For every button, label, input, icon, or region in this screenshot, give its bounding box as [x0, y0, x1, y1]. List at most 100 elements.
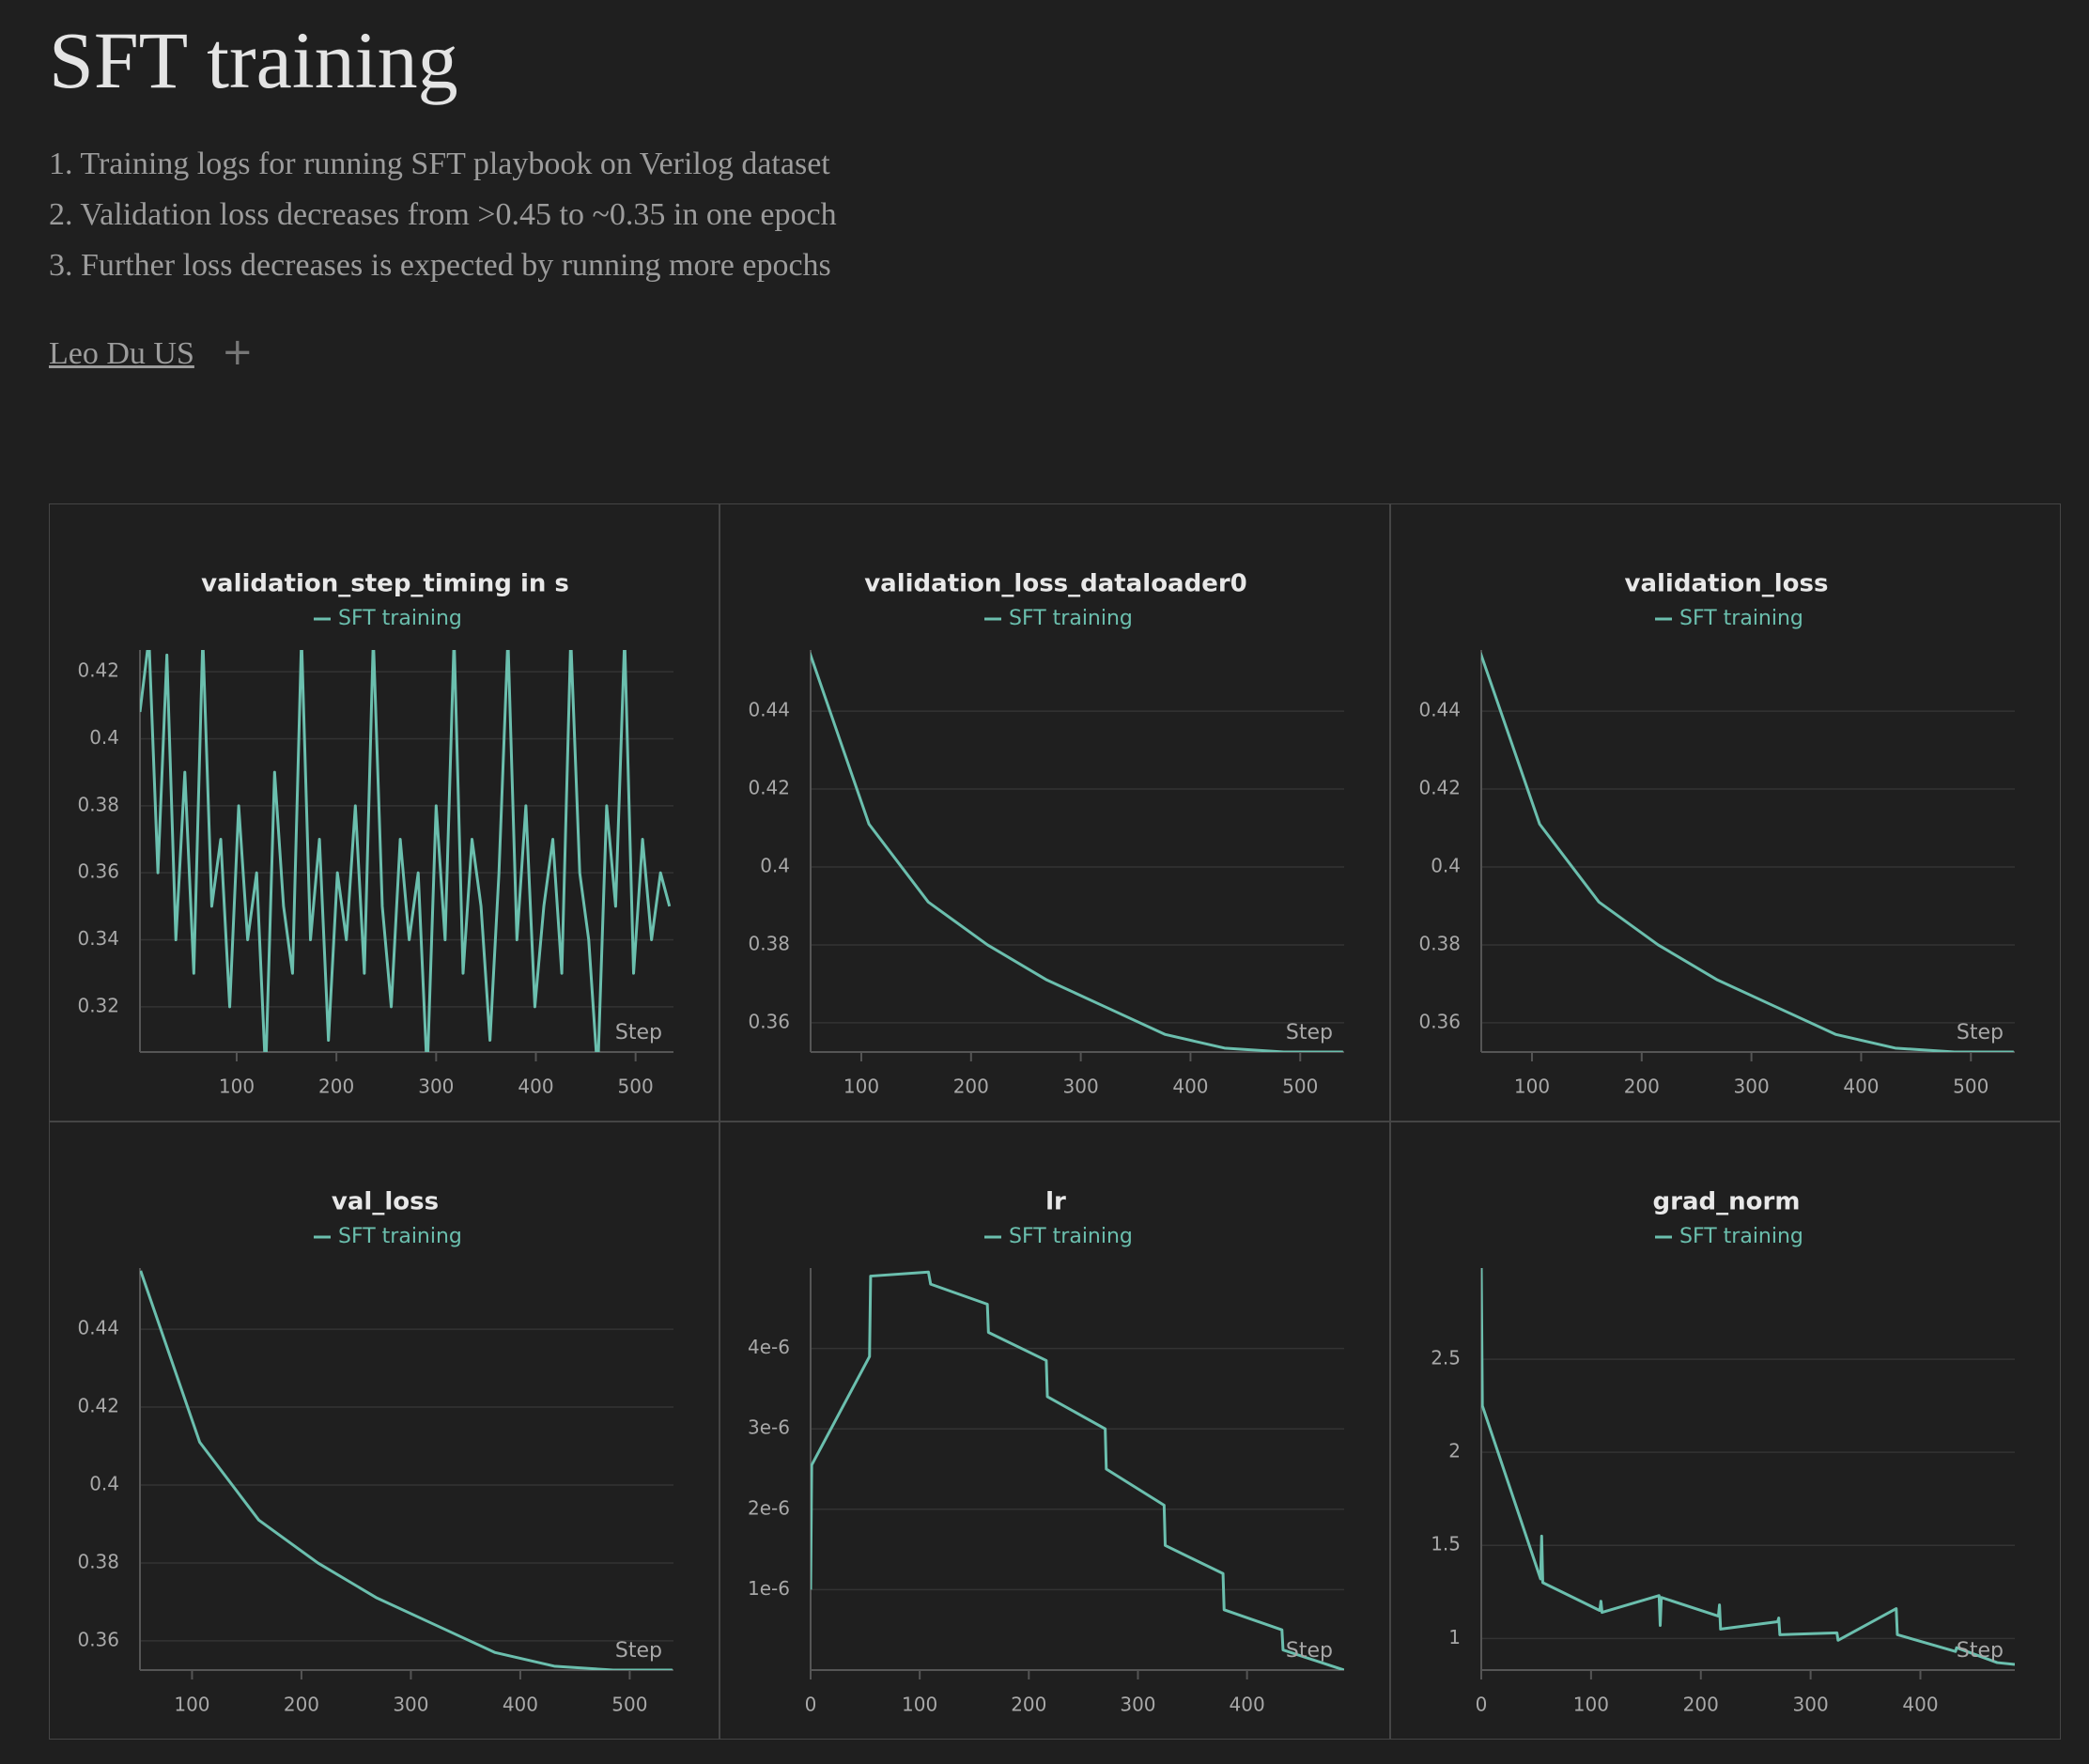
chart-panel: lr SFT training 1e-6 2e-6 3e-6 4e-6 0 100 200 300… [720, 1122, 1390, 1740]
y-tick-label: 0.38 [1418, 932, 1461, 954]
series-line [811, 1270, 1344, 1670]
x-tick-label: 300 [1793, 1694, 1829, 1716]
x-tick-label: 200 [1011, 1694, 1046, 1716]
report-title: SFT training [49, 15, 458, 105]
legend-label: SFT training [338, 1225, 462, 1248]
x-tick-label: 200 [318, 1075, 354, 1098]
y-tick-label: 2e-6 [748, 1496, 790, 1519]
legend-label: SFT training [338, 607, 462, 630]
x-axis-label: Step [1957, 1021, 2004, 1044]
x-tick-label: 300 [1120, 1694, 1155, 1716]
y-tick-label: 0.38 [77, 1550, 119, 1572]
series-line [811, 652, 1343, 1052]
x-tick-label: 100 [843, 1075, 879, 1098]
y-tick-label: 0.34 [77, 927, 119, 950]
y-tick-label: 2 [1448, 1440, 1461, 1462]
chart-panel: grad_norm SFT training 1 1.5 2 2.5 0 100 200 300 4… [1390, 1122, 2061, 1740]
chart-title: lr [1045, 1188, 1066, 1216]
x-tick-label: 400 [1172, 1075, 1208, 1098]
chart-panel: validation_step_timing in s SFT training 0… [49, 503, 720, 1122]
legend-label: SFT training [1679, 607, 1803, 630]
x-tick-label: 500 [1953, 1075, 1988, 1098]
x-tick-label: 500 [611, 1694, 647, 1716]
y-tick-label: 0.44 [1418, 699, 1461, 721]
y-tick-label: 0.42 [77, 1395, 119, 1417]
y-tick-label: 0.42 [748, 777, 790, 799]
chart: validation_loss_dataloader0 SFT training 0… [748, 570, 1344, 1098]
series-line [1481, 652, 2014, 1052]
x-tick-label: 500 [618, 1075, 654, 1098]
legend-label: SFT training [1009, 1225, 1133, 1248]
chart-title: validation_loss_dataloader0 [864, 570, 1247, 598]
x-tick-label: 400 [503, 1694, 538, 1716]
x-axis-label: Step [615, 1021, 662, 1044]
chart: val_loss SFT training 0.36 0.38 0.4 0.42 0.44 1… [77, 1188, 673, 1716]
y-tick-label: 0.4 [89, 1473, 119, 1495]
y-tick-label: 0.42 [77, 659, 119, 682]
y-tick-label: 1e-6 [748, 1577, 790, 1600]
add-author-button[interactable]: + [222, 331, 254, 374]
x-tick-label: 100 [1514, 1075, 1550, 1098]
series-line [1481, 1268, 2015, 1666]
description-line: 3. Further loss decreases is expected by… [49, 248, 831, 283]
y-tick-label: 2.5 [1431, 1347, 1461, 1369]
y-tick-label: 0.32 [77, 994, 119, 1016]
x-tick-label: 200 [953, 1075, 989, 1098]
legend-label: SFT training [1009, 607, 1133, 630]
y-tick-label: 0.36 [77, 1628, 119, 1650]
chart-panel: validation_loss SFT training 0.36 0.38 0.4 0.… [1390, 503, 2061, 1122]
x-tick-label: 100 [902, 1694, 937, 1716]
y-tick-label: 0.4 [1431, 855, 1461, 877]
y-tick-label: 1 [1448, 1626, 1461, 1648]
y-tick-label: 0.4 [760, 855, 790, 877]
x-tick-label: 300 [1734, 1075, 1770, 1098]
chart: grad_norm SFT training 1 1.5 2 2.5 0 100 200 300 4… [1431, 1188, 2015, 1716]
chart: validation_step_timing in s SFT training 0… [77, 570, 673, 1098]
chart-panel: val_loss SFT training 0.36 0.38 0.4 0.42 0.44 1… [49, 1122, 720, 1740]
y-tick-label: 0.36 [1418, 1010, 1461, 1032]
x-tick-label: 200 [1683, 1694, 1719, 1716]
x-axis-label: Step [615, 1639, 662, 1663]
series-line [140, 1270, 673, 1670]
x-tick-label: 100 [219, 1075, 255, 1098]
y-tick-label: 0.4 [89, 726, 119, 749]
x-tick-label: 300 [393, 1694, 428, 1716]
y-tick-label: 0.42 [1418, 777, 1461, 799]
legend-label: SFT training [1679, 1225, 1803, 1248]
x-tick-label: 100 [1573, 1694, 1609, 1716]
author-link[interactable]: Leo Du US [49, 336, 194, 371]
y-tick-label: 1.5 [1431, 1533, 1461, 1555]
x-tick-label: 300 [418, 1075, 454, 1098]
x-axis-label: Step [1286, 1639, 1333, 1663]
chart-title: validation_loss [1625, 570, 1829, 598]
series-line [140, 650, 672, 1052]
y-tick-label: 0.38 [77, 793, 119, 815]
y-tick-label: 4e-6 [748, 1336, 790, 1358]
x-tick-label: 400 [1902, 1694, 1938, 1716]
y-tick-label: 0.36 [77, 860, 119, 883]
chart-title: validation_step_timing in s [201, 570, 569, 598]
x-tick-label: 0 [1476, 1694, 1488, 1716]
chart: lr SFT training 1e-6 2e-6 3e-6 4e-6 0 100 200 300… [748, 1188, 1344, 1716]
chart-title: val_loss [332, 1188, 439, 1216]
chart-title: grad_norm [1653, 1188, 1801, 1216]
description-line: 1. Training logs for running SFT playboo… [49, 147, 830, 181]
chart-panel: validation_loss_dataloader0 SFT training 0… [720, 503, 1390, 1122]
y-tick-label: 0.44 [77, 1317, 119, 1339]
x-tick-label: 400 [518, 1075, 553, 1098]
x-tick-label: 200 [284, 1694, 319, 1716]
x-tick-label: 300 [1063, 1075, 1099, 1098]
x-axis-label: Step [1286, 1021, 1333, 1044]
y-tick-label: 0.44 [748, 699, 790, 721]
chart: validation_loss SFT training 0.36 0.38 0.4 0.… [1418, 570, 2015, 1098]
y-tick-label: 3e-6 [748, 1416, 790, 1439]
x-tick-label: 400 [1843, 1075, 1879, 1098]
x-tick-label: 0 [805, 1694, 817, 1716]
x-tick-label: 500 [1282, 1075, 1318, 1098]
y-tick-label: 0.36 [748, 1010, 790, 1032]
x-tick-label: 400 [1230, 1694, 1265, 1716]
x-tick-label: 200 [1624, 1075, 1660, 1098]
x-axis-label: Step [1957, 1639, 2004, 1663]
x-tick-label: 100 [174, 1694, 209, 1716]
description-line: 2. Validation loss decreases from >0.45 … [49, 197, 837, 232]
